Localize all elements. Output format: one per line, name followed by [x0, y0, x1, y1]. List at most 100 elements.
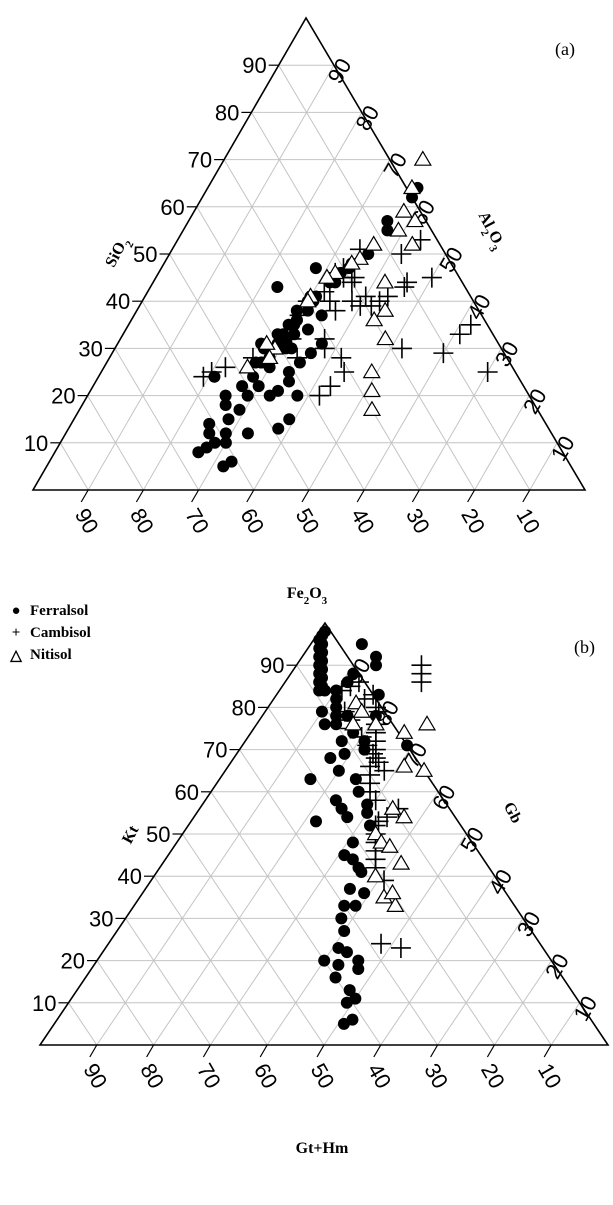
point-ferralsol — [332, 764, 345, 777]
point-cambisol — [334, 701, 355, 722]
point-nitisol — [366, 715, 385, 731]
point-cambisol — [368, 701, 389, 722]
point-ferralsol — [406, 191, 419, 204]
point-cambisol — [411, 672, 432, 693]
tick-right-20 — [550, 960, 559, 973]
panel-label: (b) — [574, 637, 595, 658]
point-nitisol — [317, 268, 337, 284]
tick-label-bottom: 20 — [456, 504, 490, 538]
point-ferralsol — [219, 399, 232, 412]
legend-item-cambisol: + Cambisol — [8, 622, 91, 644]
point-cambisol — [341, 272, 362, 293]
axis-title-right: Al2O3 — [470, 209, 508, 255]
point-ferralsol — [219, 389, 232, 402]
point-cambisol — [477, 362, 498, 382]
point-cambisol — [281, 328, 302, 349]
tick-right-30 — [522, 918, 531, 931]
point-cambisol — [350, 295, 371, 316]
point-cambisol — [365, 697, 386, 718]
point-ferralsol — [329, 794, 342, 807]
series-ferralsol — [192, 181, 424, 473]
tick-label-left: 50 — [146, 822, 170, 847]
tick-label-right: 50 — [455, 823, 489, 857]
point-nitisol — [383, 883, 402, 900]
point-ferralsol — [338, 747, 351, 760]
tick-label-bottom: 50 — [291, 504, 325, 538]
tick-bottom-50 — [316, 1044, 325, 1058]
tick-label-left: 70 — [203, 738, 227, 763]
point-nitisol — [326, 263, 345, 280]
tick-label-right: 50 — [434, 243, 468, 277]
point-cambisol — [331, 680, 352, 701]
point-ferralsol — [203, 427, 216, 440]
point-nitisol — [386, 896, 405, 912]
tick-label-bottom: 80 — [125, 504, 159, 538]
point-ferralsol — [318, 954, 331, 967]
point-ferralsol — [329, 971, 342, 984]
tick-label-right: 60 — [427, 781, 461, 815]
point-nitisol — [342, 254, 361, 270]
point-ferralsol — [315, 309, 328, 322]
tick-bottom-40 — [246, 489, 255, 503]
tick-right-10 — [579, 1002, 588, 1016]
point-ferralsol — [309, 262, 322, 275]
point-nitisol — [350, 249, 370, 265]
tick-right-20 — [528, 395, 537, 408]
gridline-z-20 — [96, 960, 155, 1046]
point-ferralsol — [219, 427, 232, 440]
point-cambisol — [289, 305, 310, 326]
point-ferralsol — [301, 323, 314, 336]
panel-label: (a) — [555, 39, 575, 60]
point-ferralsol — [338, 925, 351, 938]
gridline-x-90 — [550, 1002, 581, 1046]
point-nitisol — [405, 211, 424, 228]
axis-title-right: Gb — [500, 799, 525, 826]
tick-label-left: 60 — [160, 195, 184, 220]
tick-label-left: 80 — [215, 100, 239, 125]
tick-right-50 — [465, 833, 475, 847]
point-cambisol — [341, 291, 362, 312]
point-ferralsol — [346, 853, 359, 866]
point-ferralsol — [217, 460, 230, 473]
tick-label-left: 10 — [32, 991, 56, 1016]
tick-label-left: 30 — [78, 336, 102, 361]
point-ferralsol — [263, 361, 276, 374]
point-cambisol — [421, 267, 442, 288]
point-nitisol — [365, 310, 384, 327]
point-ferralsol — [332, 958, 345, 971]
tick-label-bottom: 60 — [235, 504, 269, 538]
tick-bottom-10 — [89, 1044, 98, 1058]
point-cambisol — [365, 790, 386, 811]
gridline-z-30 — [114, 348, 200, 491]
point-nitisol — [394, 202, 413, 218]
point-ferralsol — [355, 638, 368, 651]
tick-bottom-40 — [259, 1044, 268, 1058]
point-cambisol — [201, 362, 222, 382]
point-ferralsol — [304, 347, 317, 360]
point-nitisol — [372, 833, 391, 849]
point-ferralsol — [330, 692, 343, 705]
axis-title-bottom: Gt+Hm — [296, 1140, 349, 1157]
tick-bottom-80 — [467, 489, 476, 503]
point-ferralsol — [370, 650, 383, 663]
point-ferralsol — [381, 214, 394, 227]
point-cambisol — [360, 781, 381, 802]
tick-label-right: 20 — [518, 384, 552, 418]
tick-label-right: 70 — [378, 148, 412, 182]
point-nitisol — [364, 235, 383, 251]
point-cambisol — [397, 272, 418, 293]
point-cambisol — [340, 676, 361, 697]
tick-right-40 — [494, 875, 503, 889]
tick-label-left: 90 — [242, 53, 266, 78]
point-ferralsol — [346, 1013, 359, 1026]
tick-label-left: 10 — [24, 431, 48, 456]
point-ferralsol — [370, 659, 383, 672]
filled-circle-icon: ● — [11, 602, 21, 619]
point-cambisol — [363, 684, 384, 705]
point-ferralsol — [263, 389, 276, 402]
point-ferralsol — [343, 984, 356, 997]
point-nitisol — [260, 348, 279, 365]
tick-bottom-60 — [356, 489, 365, 503]
point-ferralsol — [349, 773, 362, 786]
